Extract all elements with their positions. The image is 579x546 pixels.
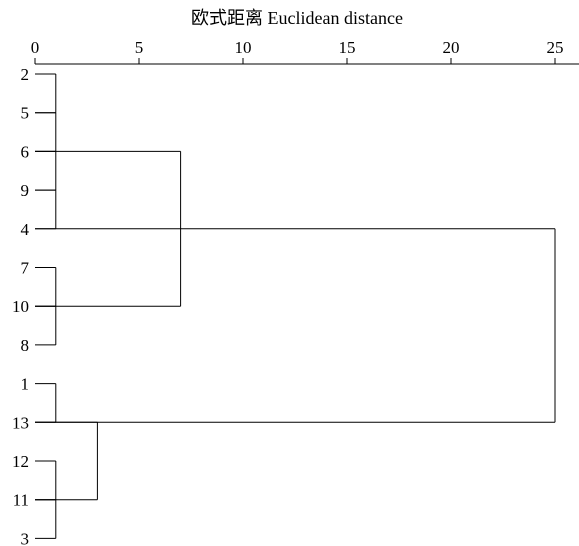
leaf-label: 2 [21, 65, 30, 84]
x-tick-label: 20 [443, 38, 460, 57]
dendrogram-links [35, 73, 556, 539]
leaf-label: 6 [21, 142, 30, 161]
leaf-label: 7 [21, 259, 30, 278]
x-tick-label: 15 [339, 38, 356, 57]
leaf-label: 12 [12, 452, 29, 471]
leaf-label: 3 [21, 529, 30, 546]
x-tick-label: 10 [235, 38, 252, 57]
leaf-label: 11 [13, 491, 29, 510]
leaf-label: 8 [21, 336, 30, 355]
leaf-label: 10 [12, 297, 29, 316]
x-tick-label: 5 [135, 38, 144, 57]
chart-title: 欧式距离 Euclidean distance [191, 8, 403, 28]
leaf-label: 9 [21, 181, 30, 200]
x-tick-label: 25 [547, 38, 564, 57]
leaf-label: 5 [21, 104, 30, 123]
leaf-label: 4 [21, 220, 30, 239]
x-tick-label: 0 [31, 38, 40, 57]
leaf-label: 13 [12, 413, 29, 432]
x-axis: 0 5 10 15 20 25 [31, 38, 579, 65]
leaf-label: 1 [21, 375, 30, 394]
